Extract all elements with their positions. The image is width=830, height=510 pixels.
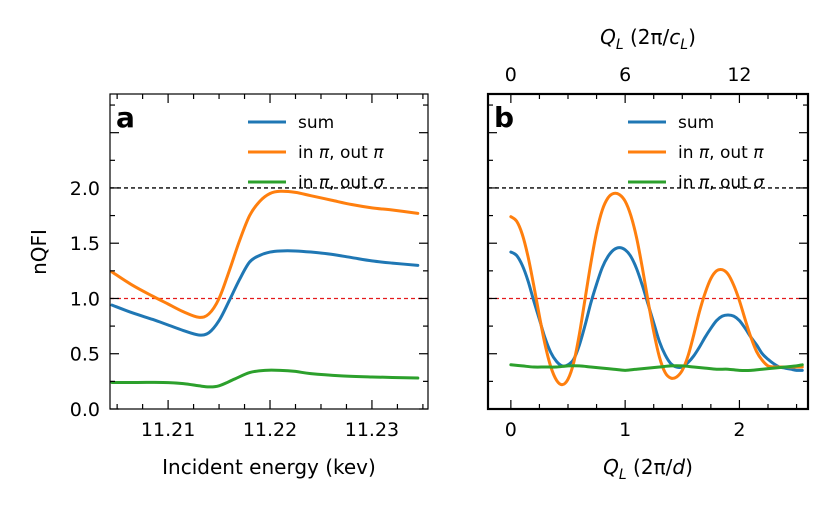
panel-b-top-xtick-label: 0 (505, 64, 517, 86)
panel-b-legend-label-in-pi-out-pi: in π, out π (678, 143, 764, 163)
panel-b-top-xlabel: QL (2π/cL) (600, 25, 696, 53)
panel-b-top-xtick-label: 6 (619, 64, 631, 86)
panel-a-legend: sum in π, out π in π, out σ (248, 113, 385, 193)
panel-b-legend: sum in π, out π in π, out σ (628, 113, 765, 193)
panel-a-series-in-pi-out-sigma (110, 368, 420, 389)
panel-a-series-sum (110, 249, 420, 337)
panel-b-xtick-label: 2 (733, 419, 745, 441)
panel-b-legend-label-in-pi-out-sigma: in π, out σ (678, 173, 765, 193)
panel-b-series-sum (509, 246, 804, 372)
panel-a-legend-label-sum: sum (298, 113, 334, 133)
panel-b-xtick-label: 1 (619, 419, 631, 441)
panel-a-frame (109, 93, 429, 410)
panel-a-ytick-label: 1.5 (70, 233, 100, 255)
panel-a-xtick-label: 11.21 (141, 419, 195, 441)
panel-b-frame (486, 92, 810, 411)
panel-b-xtick-label: 0 (505, 419, 517, 441)
panel-a: 11.21 11.22 11.23 0.0 0.5 1.0 1.5 2.0 Incident… (27, 93, 429, 479)
panel-a-ylabel: nQFI (27, 229, 51, 275)
panel-b-top-xtick-label: 12 (727, 64, 751, 86)
panel-a-legend-label-in-pi-out-pi: in π, out π (298, 143, 384, 163)
panel-a-ytick-label: 0.5 (70, 344, 100, 366)
panel-b-letter: b (494, 101, 514, 134)
panel-a-series-in-pi-out-pi (110, 189, 420, 319)
panel-b-legend-label-sum: sum (678, 113, 714, 133)
panel-a-xtick-label: 11.23 (345, 419, 399, 441)
panel-b-series-in-pi-out-sigma (509, 363, 804, 372)
panel-a-letter: a (116, 101, 135, 134)
panel-b-series-in-pi-out-pi (509, 191, 804, 387)
panel-b-xlabel: QL (2π/d) (603, 455, 693, 483)
panel-a-ytick-label: 2.0 (70, 178, 100, 200)
panel-a-legend-label-in-pi-out-sigma: in π, out σ (298, 173, 385, 193)
panel-a-ytick-label: 1.0 (70, 288, 100, 310)
panel-a-ytick-label: 0.0 (70, 399, 100, 421)
panel-a-xtick-label: 11.22 (243, 419, 297, 441)
panel-a-xlabel: Incident energy (kev) (162, 455, 376, 479)
